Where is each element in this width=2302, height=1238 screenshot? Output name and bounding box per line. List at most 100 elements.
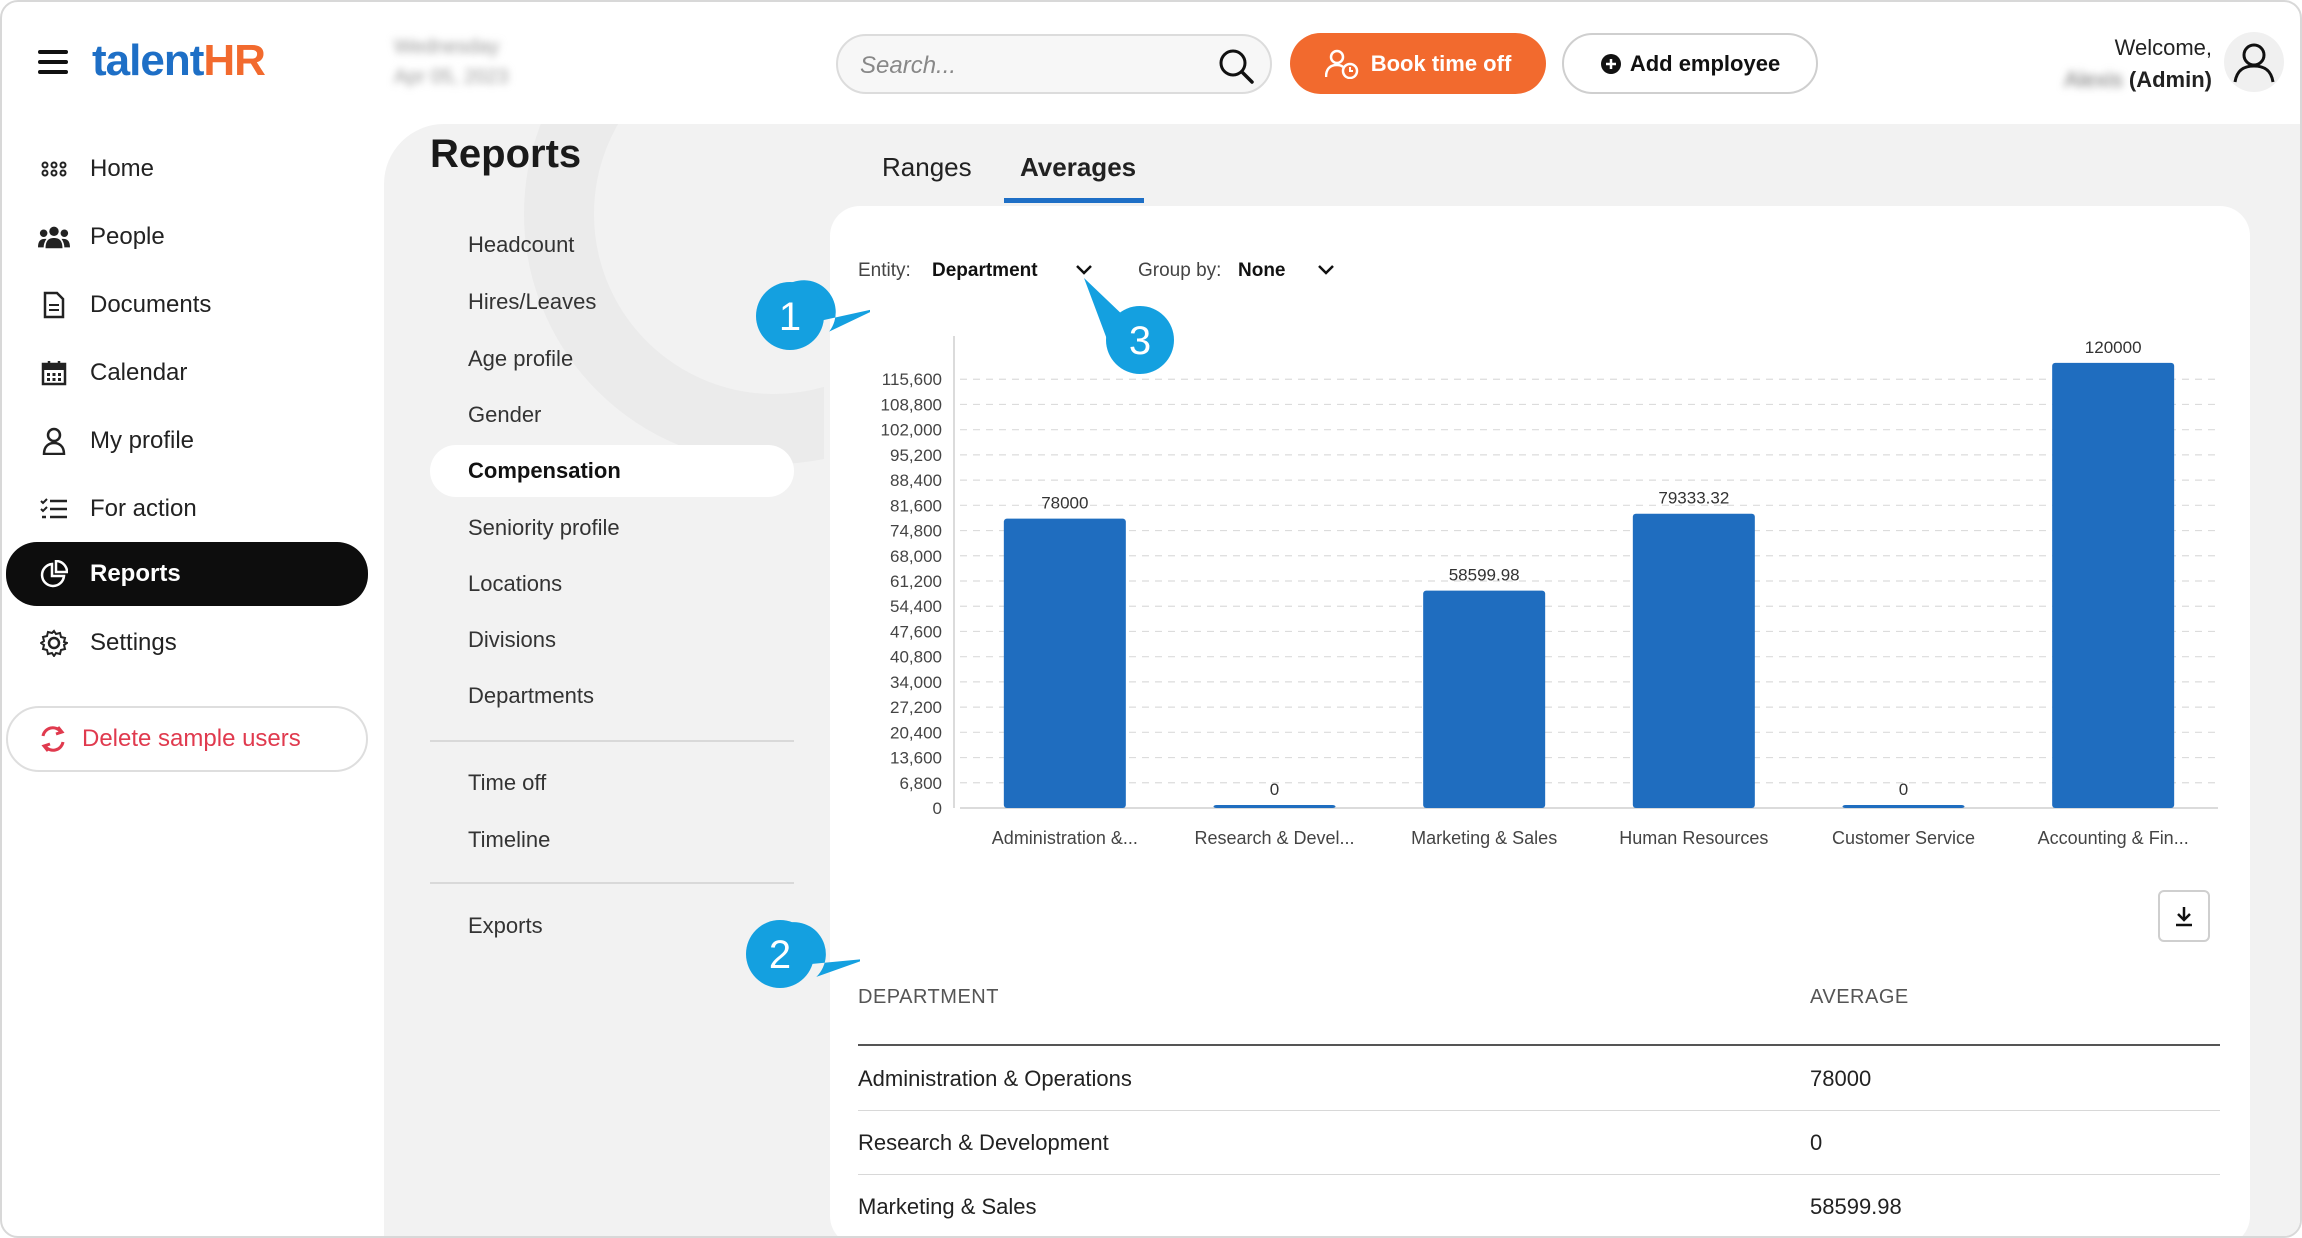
entity-select[interactable]: Department — [932, 260, 1038, 281]
bar — [1842, 805, 1965, 808]
user-role: (Admin) — [2128, 67, 2212, 92]
y-tick-label: 95,200 — [890, 446, 942, 465]
report-item-gender[interactable]: Gender — [468, 402, 542, 427]
page-title: Reports — [430, 132, 582, 176]
report-item-age-profile[interactable]: Age profile — [468, 346, 574, 371]
y-tick-label: 0 — [933, 799, 942, 818]
grid-icon — [38, 161, 70, 177]
report-item-headcount[interactable]: Headcount — [468, 232, 575, 257]
tab-averages[interactable]: Averages — [1020, 152, 1137, 182]
refresh-icon — [41, 726, 65, 752]
report-item-locations[interactable]: Locations — [468, 571, 563, 596]
sidebar-item-home[interactable]: Home — [6, 138, 368, 200]
table-row-avg: 58599.98 — [1810, 1194, 1902, 1219]
bar-value-label: 58599.98 — [1449, 566, 1520, 585]
y-tick-label: 115,600 — [882, 370, 942, 389]
bar-value-label: 79333.32 — [1658, 489, 1729, 508]
report-item-time-off[interactable]: Time off — [468, 770, 547, 795]
report-item-divisions[interactable]: Divisions — [468, 627, 557, 652]
bar-value-label: 0 — [1270, 780, 1279, 799]
y-tick-label: 47,600 — [890, 622, 942, 641]
bar — [1423, 590, 1546, 808]
add-employee-button[interactable]: Add employee — [1562, 33, 1818, 94]
y-tick-label: 88,400 — [890, 471, 942, 490]
bar-value-label: 120000 — [2085, 338, 2142, 357]
x-tick-label: Human Resources — [1619, 828, 1768, 848]
book-time-off-button[interactable]: Book time off — [1290, 33, 1546, 94]
y-tick-label: 108,800 — [881, 395, 942, 414]
y-tick-label: 74,800 — [890, 522, 942, 541]
pie-chart-icon — [38, 560, 70, 588]
search-icon[interactable] — [1216, 46, 1256, 86]
download-button[interactable] — [2158, 890, 2210, 942]
entity-label: Entity: — [858, 260, 911, 281]
y-tick-label: 6,800 — [899, 774, 942, 793]
y-tick-label: 54,400 — [890, 597, 942, 616]
column-header-department[interactable]: DEPARTMENT — [858, 986, 999, 1008]
plus-circle-icon — [1600, 53, 1621, 74]
document-icon — [38, 291, 70, 319]
y-tick-label: 34,000 — [890, 673, 942, 692]
bar — [1003, 518, 1126, 808]
report-item-exports[interactable]: Exports — [468, 913, 543, 938]
divider — [430, 882, 794, 884]
x-tick-label: Customer Service — [1832, 828, 1975, 848]
bar — [2052, 362, 2175, 808]
delete-sample-users-button[interactable]: Delete sample users — [6, 706, 368, 772]
sidebar-item-for-action[interactable]: For action — [6, 478, 368, 540]
checklist-icon — [38, 497, 70, 521]
table-row-dept: Administration & Operations — [858, 1066, 1132, 1091]
table-row-dept: Marketing & Sales — [858, 1194, 1037, 1219]
group-by-label: Group by: — [1138, 260, 1222, 281]
app-logo[interactable]: talentHR — [92, 36, 266, 85]
welcome-text: Welcome, Alexis (Admin) — [2064, 35, 2212, 92]
callout-number: 1 — [779, 295, 801, 339]
user-name: Alexis — [2064, 67, 2123, 92]
user-avatar-icon — [2233, 43, 2275, 83]
report-item-hires-leaves[interactable]: Hires/Leaves — [468, 289, 597, 314]
x-tick-label: Marketing & Sales — [1411, 828, 1557, 848]
sidebar-item-my-profile[interactable]: My profile — [6, 410, 368, 472]
people-icon — [38, 224, 70, 250]
y-tick-label: 40,800 — [890, 648, 942, 667]
divider — [430, 740, 794, 742]
group-by-select[interactable]: None — [1238, 260, 1286, 281]
chevron-down-icon[interactable] — [1316, 263, 1336, 277]
sidebar-item-people[interactable]: People — [6, 206, 368, 268]
report-item-seniority-profile[interactable]: Seniority profile — [468, 515, 620, 540]
report-item-compensation[interactable]: Compensation — [468, 458, 621, 483]
callout-number: 2 — [769, 933, 791, 977]
avatar[interactable] — [2224, 32, 2284, 92]
row-divider — [858, 1174, 2220, 1175]
report-item-departments[interactable]: Departments — [468, 683, 594, 708]
tab-ranges[interactable]: Ranges — [882, 152, 972, 182]
row-divider — [858, 1110, 2220, 1111]
chevron-down-icon[interactable] — [1074, 263, 1094, 277]
averages-bar-chart: 0 6,800 13,600 20,400 27,200 34,000 40,800 47,6… — [881, 336, 2218, 848]
callout-number: 3 — [1129, 319, 1151, 363]
y-tick-label: 27,200 — [890, 698, 942, 717]
table-row-dept: Research & Development — [858, 1130, 1109, 1155]
sidebar-item-reports[interactable]: Reports — [6, 542, 368, 606]
table-header-divider — [858, 1044, 2220, 1046]
y-tick-label: 102,000 — [881, 421, 942, 440]
table-row-avg: 78000 — [1810, 1066, 1872, 1091]
active-tab-indicator — [1004, 198, 1144, 203]
sidebar-item-documents[interactable]: Documents — [6, 274, 368, 336]
current-date: Wednesday Apr 05, 2023 — [394, 36, 509, 88]
sidebar-item-calendar[interactable]: Calendar — [6, 342, 368, 404]
menu-icon[interactable] — [38, 50, 68, 74]
column-header-average[interactable]: AVERAGE — [1810, 986, 1909, 1008]
search-box[interactable]: Search... — [836, 34, 1272, 94]
sidebar-item-settings[interactable]: Settings — [6, 612, 368, 674]
gear-icon — [38, 629, 70, 657]
y-tick-label: 61,200 — [890, 572, 942, 591]
search-input[interactable]: Search... — [860, 52, 957, 79]
report-item-timeline[interactable]: Timeline — [468, 827, 551, 852]
y-tick-label: 68,000 — [890, 547, 942, 566]
x-tick-label: Accounting & Fin... — [2038, 828, 2189, 848]
bar-value-label: 0 — [1899, 780, 1908, 799]
y-tick-label: 81,600 — [890, 496, 942, 515]
callout-badge-1: 1 — [756, 280, 870, 350]
